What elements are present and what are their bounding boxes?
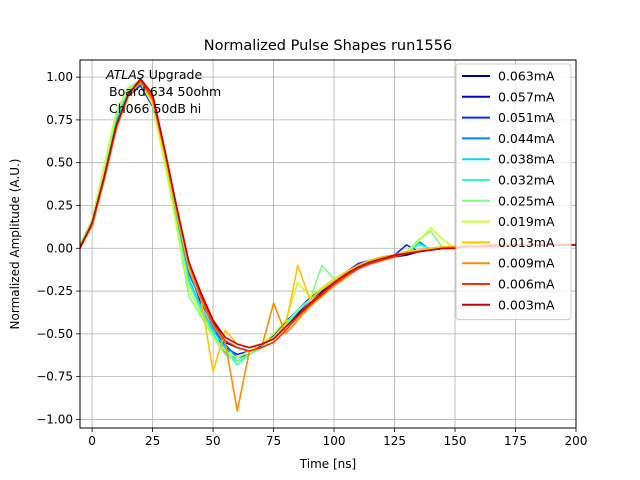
- x-tick-label: 150: [444, 434, 467, 448]
- legend-label: 0.032mA: [498, 173, 555, 188]
- x-tick-label: 125: [383, 434, 406, 448]
- atlas-annotation: ATLAS Upgrade Board 634 50ohm Ch066 50dB…: [105, 67, 221, 116]
- legend-label: 0.038mA: [498, 152, 555, 167]
- annotation-channel: Ch066 50dB hi: [109, 101, 201, 116]
- legend-label: 0.057mA: [498, 89, 555, 104]
- legend-label: 0.019mA: [498, 214, 555, 229]
- legend-label: 0.051mA: [498, 110, 555, 125]
- x-tick-label: 25: [145, 434, 160, 448]
- legend-label: 0.003mA: [498, 297, 555, 312]
- x-tick-label: 75: [266, 434, 281, 448]
- axis-ticks: 0 25 50 75 100 125 150 175 200 −1.00 −0.75 −0.50 −0.…: [36, 70, 587, 448]
- svg-text:ATLAS Upgrade: ATLAS Upgrade: [105, 67, 202, 82]
- y-tick-label: 0.75: [46, 113, 73, 127]
- y-axis-label: Normalized Amplitude (A.U.): [8, 159, 22, 330]
- legend: 0.063mA 0.057mA 0.051mA 0.044mA 0.038mA 0.032…: [455, 63, 572, 321]
- y-tick-label: −0.50: [36, 327, 73, 341]
- y-tick-label: −0.25: [36, 284, 73, 298]
- y-tick-label: −0.75: [36, 370, 73, 384]
- y-tick-label: 0.00: [46, 241, 73, 255]
- annotation-board: Board 634 50ohm: [109, 84, 221, 99]
- x-tick-label: 200: [565, 434, 588, 448]
- y-tick-label: 1.00: [46, 70, 73, 84]
- x-axis-label: Time [ns]: [299, 457, 356, 471]
- y-tick-label: −1.00: [36, 412, 73, 426]
- y-tick-label: 0.50: [46, 156, 73, 170]
- y-tick-label: 0.25: [46, 198, 73, 212]
- legend-label: 0.044mA: [498, 131, 555, 146]
- legend-label: 0.006mA: [498, 277, 555, 292]
- x-tick-label: 50: [205, 434, 220, 448]
- plot-frame: [79, 59, 577, 429]
- x-tick-label: 100: [323, 434, 346, 448]
- legend-label: 0.013mA: [498, 235, 555, 250]
- annotation-atlas: ATLAS: [105, 67, 145, 82]
- x-tick-label: 0: [88, 434, 96, 448]
- legend-label: 0.025mA: [498, 193, 555, 208]
- legend-label: 0.009mA: [498, 256, 555, 271]
- chart-title: Normalized Pulse Shapes run1556: [204, 38, 452, 54]
- legend-label: 0.063mA: [498, 69, 555, 84]
- legend-box: [455, 63, 572, 321]
- x-tick-label: 175: [504, 434, 527, 448]
- annotation-upgrade: Upgrade: [145, 67, 203, 82]
